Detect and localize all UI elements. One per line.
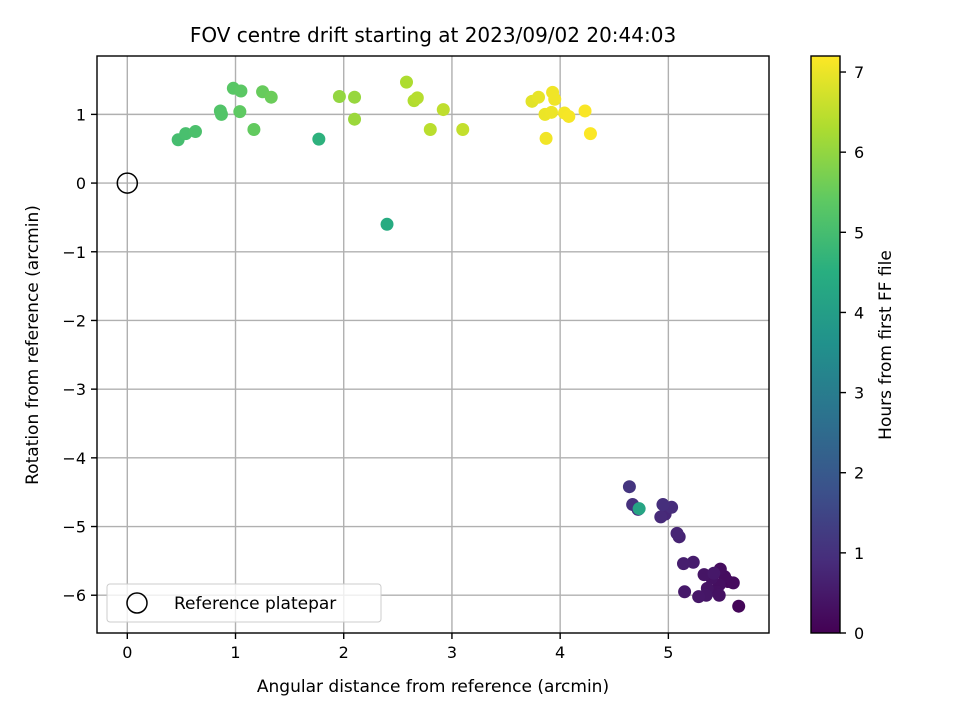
- legend-label-reference: Reference platepar: [174, 594, 336, 614]
- data-point: [436, 103, 450, 117]
- colorbar-tick-label: 7: [854, 63, 864, 82]
- y-tick-label: −5: [62, 518, 86, 537]
- data-point: [423, 122, 437, 136]
- data-point: [312, 132, 326, 146]
- data-point: [264, 90, 278, 104]
- colorbar-tick-label: 4: [854, 303, 864, 322]
- data-point: [544, 105, 558, 119]
- data-point: [399, 75, 413, 89]
- reference-marker: [116, 172, 139, 194]
- x-tick-label: 4: [555, 643, 565, 662]
- data-point: [562, 109, 576, 123]
- data-point: [234, 84, 248, 98]
- data-point: [247, 122, 261, 136]
- colorbar-tick-label: 0: [854, 624, 864, 643]
- y-tick-label: 1: [76, 105, 86, 124]
- plot-frame: [96, 55, 770, 634]
- colorbar-tick-label: 6: [854, 143, 864, 162]
- y-tick-label: −2: [62, 311, 86, 330]
- data-point: [622, 480, 636, 494]
- data-point: [712, 588, 726, 602]
- x-tick-label: 3: [447, 643, 457, 662]
- chart-title: FOV centre drift starting at 2023/09/02 …: [190, 23, 676, 47]
- data-point: [532, 90, 546, 104]
- data-point: [697, 568, 711, 582]
- legend-box: [106, 583, 382, 623]
- x-tick-label: 0: [122, 643, 132, 662]
- grid-lines: [97, 56, 769, 633]
- y-tick-label: −1: [62, 243, 86, 262]
- data-point: [548, 92, 562, 106]
- data-point: [214, 107, 228, 121]
- data-point: [692, 590, 706, 604]
- legend-reference-marker: [126, 592, 148, 614]
- data-point: [656, 498, 670, 512]
- y-tick-label: 0: [76, 174, 86, 193]
- colorbar-gradient: [810, 55, 841, 634]
- y-tick-label: −3: [62, 380, 86, 399]
- colorbar: 0 1 2 3 4 5 6 7 Hours from first FF file: [810, 55, 896, 643]
- data-point: [332, 90, 346, 104]
- data-point: [686, 555, 700, 569]
- data-point: [707, 566, 721, 580]
- y-axis-label: Rotation from reference (arcmin): [23, 205, 43, 485]
- y-tick-label: −6: [62, 586, 86, 605]
- data-point: [348, 112, 362, 126]
- x-tick-label: 2: [339, 643, 349, 662]
- legend: Reference platepar: [106, 583, 382, 623]
- x-tick-label: 5: [663, 643, 673, 662]
- colorbar-label: Hours from first FF file: [876, 250, 896, 440]
- colorbar-tick-label: 3: [854, 384, 864, 403]
- data-point: [732, 599, 746, 613]
- colorbar-ticks: 0 1 2 3 4 5 6 7: [840, 63, 864, 643]
- data-point: [578, 104, 592, 118]
- data-point: [677, 557, 691, 571]
- data-points: [171, 75, 746, 613]
- data-point: [583, 127, 597, 141]
- y-axis-ticks: 1 0 −1 −2 −3 −4 −5 −6: [62, 105, 97, 605]
- x-axis-label: Angular distance from reference (arcmin): [257, 677, 609, 697]
- data-point: [188, 125, 202, 139]
- reference-marker-layer: [116, 172, 139, 194]
- data-point: [233, 105, 247, 119]
- data-point: [632, 502, 646, 516]
- data-point: [456, 122, 470, 136]
- data-point: [410, 91, 424, 105]
- y-tick-label: −4: [62, 449, 86, 468]
- data-point: [348, 90, 362, 104]
- data-point: [539, 131, 553, 145]
- colorbar-tick-label: 5: [854, 223, 864, 242]
- data-point: [678, 585, 692, 599]
- colorbar-tick-label: 1: [854, 544, 864, 563]
- x-tick-label: 1: [230, 643, 240, 662]
- data-point: [670, 526, 684, 540]
- data-point: [654, 510, 668, 524]
- x-axis-ticks: 0 1 2 3 4 5: [122, 633, 673, 662]
- data-point: [179, 127, 193, 141]
- data-point: [380, 217, 394, 231]
- colorbar-tick-label: 2: [854, 464, 864, 483]
